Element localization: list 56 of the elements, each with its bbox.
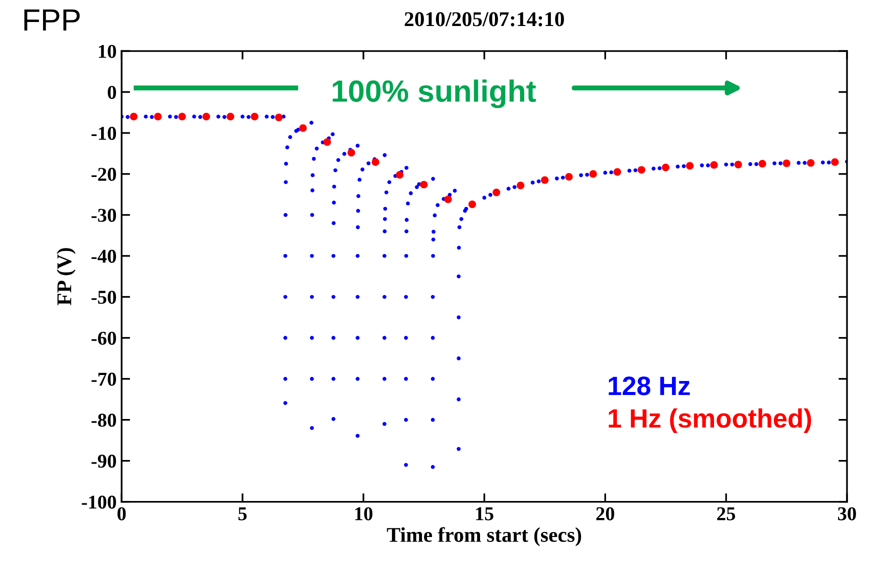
- point: [734, 160, 742, 168]
- point: [178, 112, 186, 120]
- point: [589, 170, 597, 178]
- x-tick-label: 20: [596, 507, 614, 520]
- point: [686, 162, 694, 170]
- y-tick-label: -40: [92, 250, 116, 263]
- point: [130, 112, 138, 120]
- point: [782, 160, 790, 168]
- x-axis-title: Time from start (secs): [386, 527, 582, 546]
- point: [396, 170, 404, 179]
- point: [468, 200, 476, 208]
- point: [372, 158, 380, 166]
- x-tick-label: 30: [838, 507, 856, 520]
- point: [299, 124, 307, 132]
- x-tick-label: 0: [118, 507, 126, 520]
- text: 1 Hz (smoothed): [608, 408, 812, 433]
- y-tick-label: -70: [92, 372, 116, 386]
- x-tick-label: 10: [355, 507, 372, 520]
- point: [250, 112, 258, 120]
- point: [710, 161, 718, 169]
- point: [516, 182, 524, 190]
- point: [444, 196, 452, 204]
- y-tick-label: 10: [98, 44, 116, 58]
- text: 128 Hz: [608, 376, 690, 396]
- y-tick-label: -50: [92, 290, 116, 304]
- y-axis-title: FP (V): [56, 248, 76, 306]
- point: [638, 166, 646, 174]
- y-tick-label: -10: [92, 126, 116, 140]
- point: [613, 168, 622, 176]
- text: FPP: [24, 9, 80, 31]
- point: [831, 158, 839, 166]
- y-tick-label: -90: [92, 454, 116, 468]
- x-tick-label: 5: [238, 507, 247, 520]
- chart-title: 2010/205/07:14:10: [404, 12, 564, 26]
- point: [202, 112, 210, 120]
- point: [348, 148, 356, 156]
- point: [806, 159, 815, 167]
- point: [323, 138, 331, 146]
- annotation: 100% sunlight: [332, 80, 536, 108]
- point: [758, 160, 766, 168]
- point: [565, 173, 573, 181]
- y-tick-label: 0: [108, 86, 116, 99]
- point: [154, 112, 162, 120]
- point: [492, 188, 500, 196]
- x-tick-label: 25: [717, 507, 736, 520]
- y-tick-label: -100: [82, 496, 116, 509]
- point: [226, 112, 234, 120]
- y-tick-label: -30: [92, 208, 116, 222]
- point: [540, 176, 549, 184]
- y-tick-label: -60: [92, 332, 116, 345]
- y-tick-label: -80: [92, 414, 116, 427]
- point: [274, 114, 283, 122]
- y-tick-label: -20: [92, 168, 116, 181]
- point: [420, 180, 428, 188]
- x-tick-label: 15: [476, 507, 494, 520]
- point: [662, 164, 670, 172]
